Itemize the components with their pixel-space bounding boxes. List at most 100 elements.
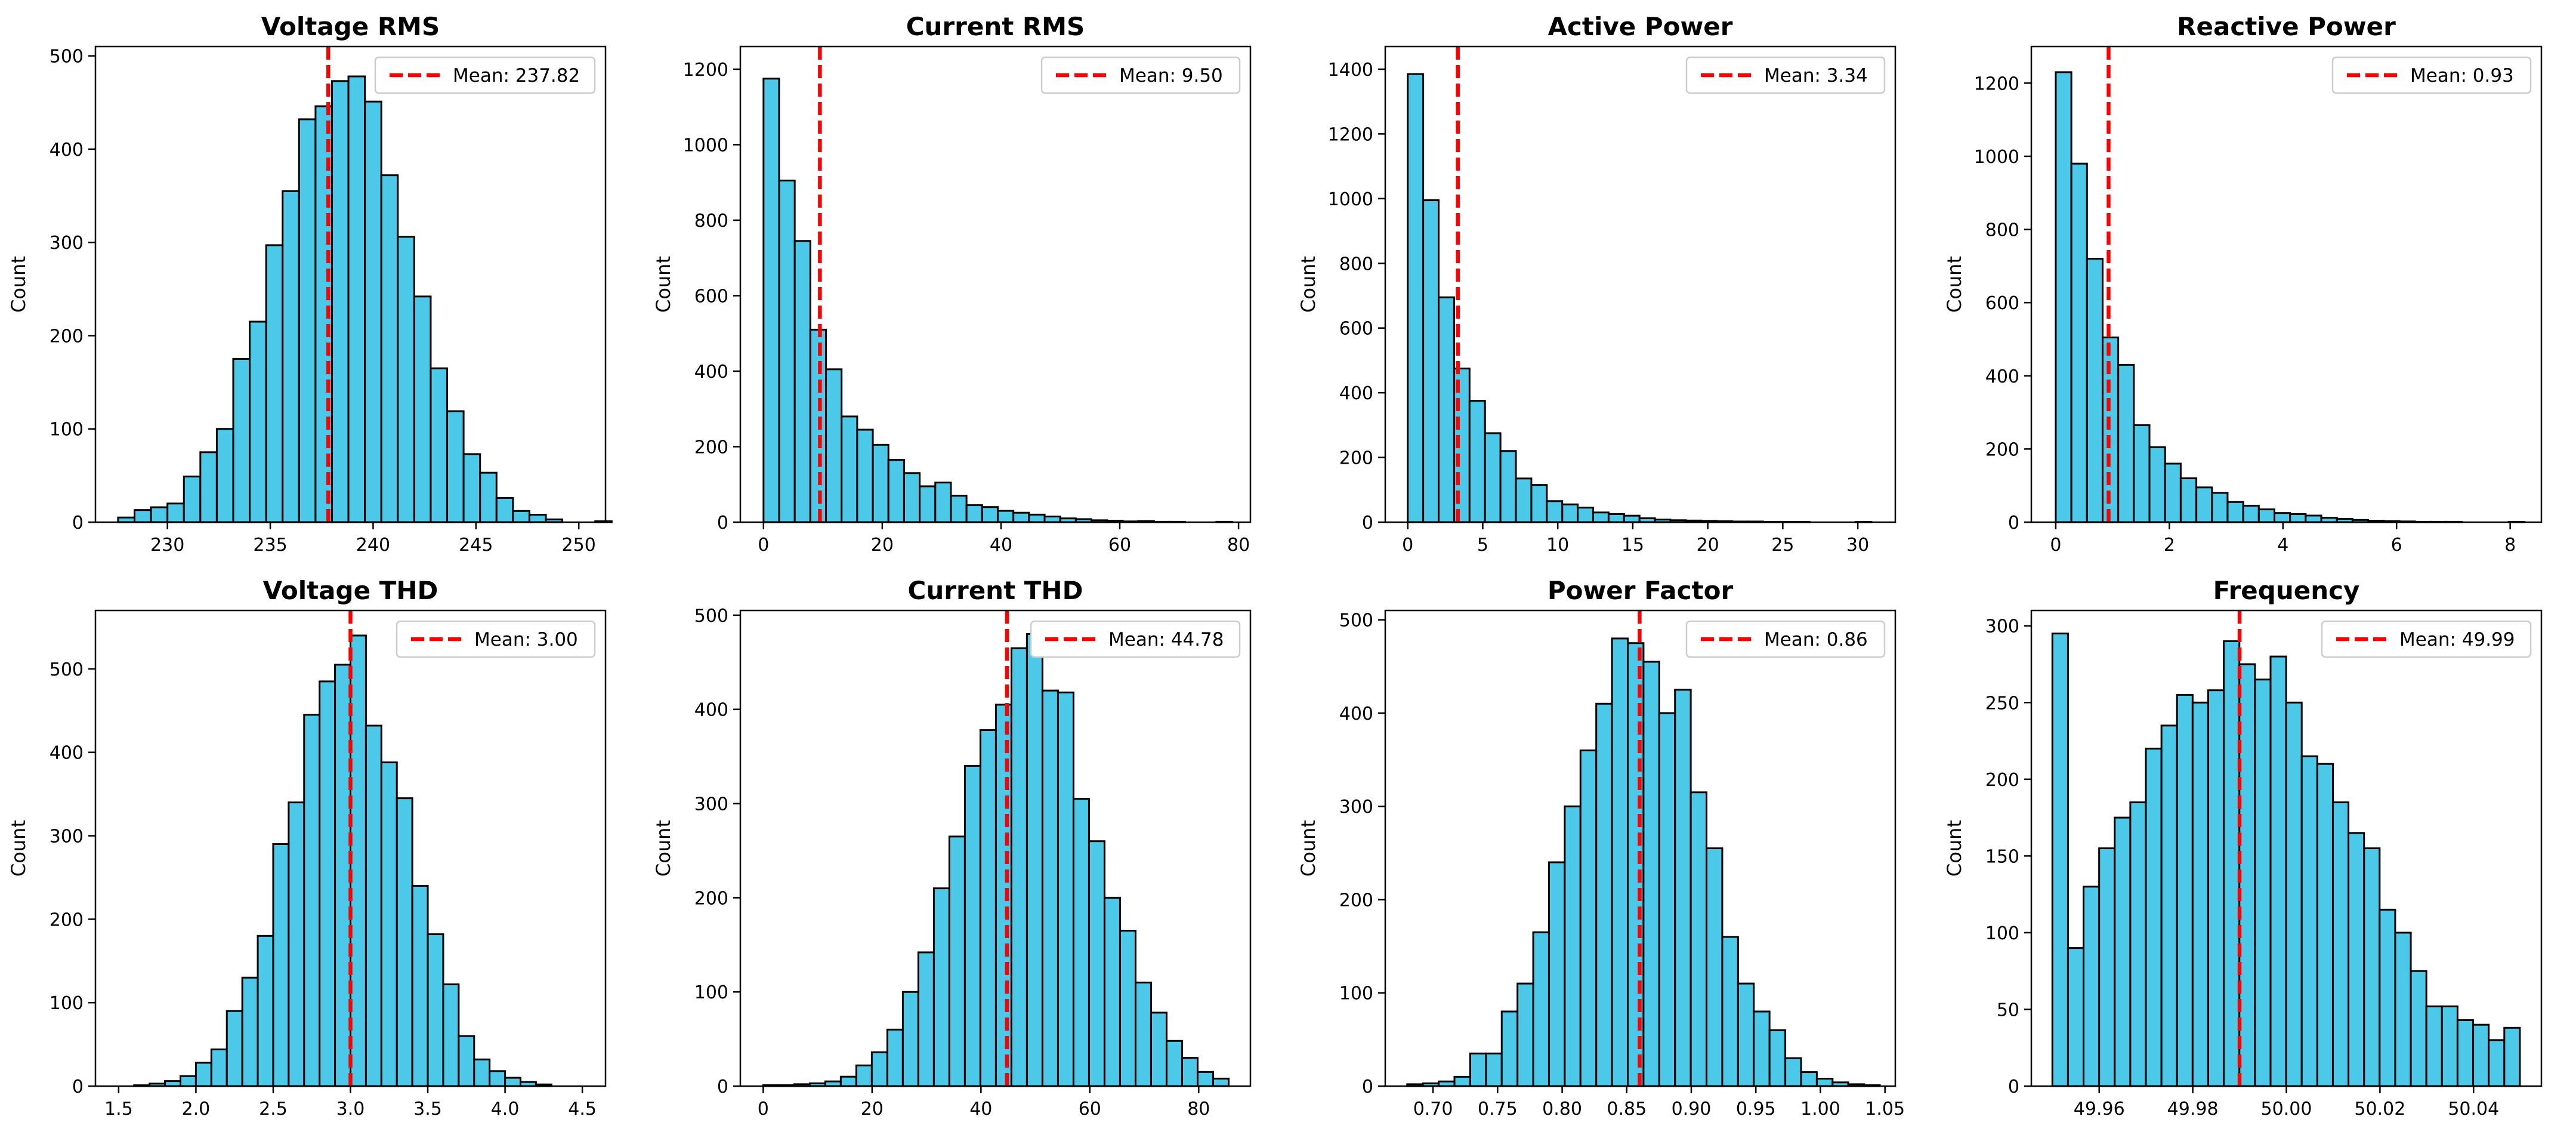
y-tick-label: 600	[1985, 293, 2019, 314]
histogram-bar	[1119, 930, 1136, 1087]
y-tick-label: 1200	[1974, 73, 2019, 94]
histogram-bar	[1784, 1057, 1802, 1087]
histogram-bar	[166, 502, 185, 523]
legend: Mean: 0.86	[1685, 620, 1886, 658]
y-tick-label: 1000	[1328, 189, 1373, 210]
axes-frame	[2030, 45, 2543, 523]
x-tick-label: 0.75	[1478, 1099, 1518, 1120]
histogram-bar	[2179, 477, 2198, 523]
histogram-bar	[2211, 492, 2229, 523]
chart-panel-8: 49.96 49.98 50.00 50.02 50.04 0 50 100 150 200 250…	[1943, 576, 2543, 1120]
y-tick-label: 0	[2008, 1077, 2019, 1097]
histogram-bar	[1026, 633, 1043, 1087]
histogram-bar	[948, 835, 966, 1087]
histogram-bar	[2488, 1039, 2506, 1087]
histogram-bar	[257, 935, 274, 1087]
histogram-bar	[1530, 484, 1548, 523]
x-tick-label: 50.00	[2261, 1099, 2312, 1120]
histogram-bar	[249, 320, 267, 523]
y-tick-label: 1200	[683, 60, 728, 81]
axes-frame	[739, 45, 1252, 523]
histogram-bar	[411, 884, 429, 1087]
histogram-bar	[427, 933, 444, 1087]
x-tick-label: 3.0	[336, 1099, 365, 1120]
y-tick-label: 400	[1985, 366, 2019, 387]
histogram-bar	[396, 797, 413, 1087]
histogram-bar	[365, 724, 382, 1087]
histogram-bar	[2331, 801, 2350, 1087]
histogram-bar	[2145, 747, 2163, 1087]
histogram-bar	[2086, 258, 2104, 523]
histogram-bar	[215, 428, 234, 523]
legend: Mean: 3.00	[396, 620, 596, 658]
histogram-bar	[512, 510, 530, 523]
legend-label: Mean: 3.34	[1764, 65, 1868, 87]
x-tick-label: 60	[1108, 535, 1131, 556]
histogram-bar	[1737, 982, 1755, 1087]
histogram-bar	[2242, 504, 2260, 523]
x-tick-label: 245	[459, 535, 493, 556]
histogram-bar	[1134, 981, 1152, 1087]
histogram-bar	[778, 180, 796, 523]
histogram-bar	[1500, 1010, 1519, 1087]
histogram-bar	[1212, 1077, 1230, 1087]
x-tick-label: 2.5	[259, 1099, 288, 1120]
histogram-bar	[1453, 1075, 1471, 1087]
histogram-bar	[872, 443, 889, 523]
histogram-bar	[2164, 462, 2182, 523]
histogram-bar	[1057, 691, 1074, 1087]
histogram-bar	[183, 475, 202, 523]
histogram-bar	[2289, 513, 2307, 523]
histogram-bar	[2425, 1005, 2443, 1087]
histogram-bar	[2363, 847, 2381, 1087]
histogram-bar	[901, 991, 919, 1087]
histogram-bar	[1768, 1029, 1787, 1087]
y-tick-label: 200	[1339, 448, 1373, 469]
x-tick-label: 8	[2504, 535, 2516, 556]
chart-title: Frequency	[2213, 576, 2360, 605]
histogram-bar	[1028, 513, 1046, 523]
histogram-bar	[199, 451, 218, 523]
y-tick-label: 0	[2008, 513, 2019, 534]
y-tick-label: 100	[50, 420, 84, 440]
histogram-bar	[1579, 749, 1598, 1087]
y-tick-label: 0	[1362, 513, 1373, 534]
y-tick-label: 200	[50, 326, 84, 347]
histogram-bar	[380, 761, 398, 1087]
histogram-bar	[825, 368, 843, 523]
x-tick-label: 4	[2277, 535, 2288, 556]
histogram-bar	[1561, 503, 1579, 523]
histogram-bar	[1072, 798, 1090, 1087]
histogram-bar	[919, 485, 937, 523]
histogram-bar	[2070, 162, 2088, 523]
histogram-bar	[1012, 511, 1030, 523]
histogram-bar	[232, 358, 251, 523]
histogram-bar	[979, 729, 997, 1087]
x-tick-label: 2	[2164, 535, 2175, 556]
histogram-bar	[2133, 424, 2151, 523]
y-tick-label: 50	[1997, 1000, 2019, 1020]
y-tick-label: 200	[50, 909, 84, 930]
y-tick-label: 200	[694, 888, 728, 909]
chart-title: Voltage RMS	[261, 12, 440, 41]
x-tick-label: 235	[253, 535, 287, 556]
y-tick-label: 300	[1985, 616, 2019, 637]
y-tick-label: 300	[1339, 797, 1373, 818]
histogram-bar	[917, 951, 935, 1087]
y-tick-label: 250	[1985, 693, 2019, 714]
histogram-bar	[2472, 1023, 2490, 1087]
histogram-bar	[963, 764, 981, 1087]
legend: Mean: 49.99	[2321, 620, 2532, 658]
y-tick-label: 0	[1362, 1077, 1373, 1097]
histogram-bar	[2274, 512, 2291, 523]
x-tick-label: 20	[1697, 535, 1719, 556]
y-tick-label: 500	[1339, 610, 1373, 631]
histogram-bar	[347, 75, 366, 523]
legend: Mean: 3.34	[1685, 56, 1886, 94]
histogram-bar	[2055, 71, 2072, 523]
y-tick-label: 400	[1339, 383, 1373, 404]
histogram-bar	[380, 174, 399, 523]
histogram-bar	[2348, 832, 2365, 1087]
histogram-bar	[2207, 689, 2225, 1087]
legend-box	[1685, 56, 1886, 94]
